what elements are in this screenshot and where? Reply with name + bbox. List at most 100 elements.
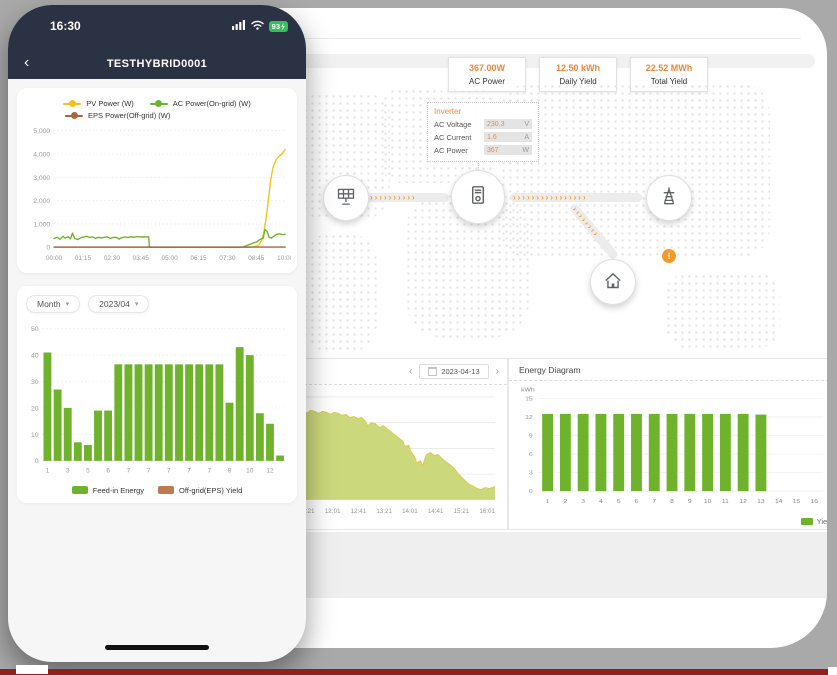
- screen-edge-artifact: [16, 665, 48, 674]
- legend-item-eps-power[interactable]: EPS Power(Off-grid) (W): [65, 111, 170, 120]
- stat-label: AC Power: [468, 77, 505, 86]
- wifi-icon: [250, 17, 264, 35]
- svg-text:16:01: 16:01: [479, 508, 495, 515]
- svg-text:01:15: 01:15: [75, 255, 92, 262]
- svg-text:kWh: kWh: [521, 387, 535, 393]
- period-dropdown[interactable]: Month ▾: [26, 294, 81, 313]
- phone-mockup: 16:30 93 ‹ TESTHYBRID000: [8, 5, 306, 662]
- grid-tower-node[interactable]: [646, 175, 692, 221]
- daily-chart-panel: ‹ 2023-04-13 › 11:21 12:01 12:41 13:21 14:01…: [288, 358, 508, 530]
- svg-text:1,000: 1,000: [33, 221, 50, 228]
- svg-text:4,000: 4,000: [33, 151, 50, 158]
- svg-text:0: 0: [529, 489, 533, 495]
- cellular-signal-icon: [231, 17, 246, 35]
- svg-text:11:21: 11:21: [299, 508, 315, 515]
- svg-text:6: 6: [106, 467, 110, 474]
- energy-legend-label: Yield: [816, 517, 827, 526]
- ac-power-marker: [149, 100, 168, 107]
- legend-label: AC Power(On-grid) (W): [172, 99, 251, 108]
- legend-item-off-grid[interactable]: Off-grid(EPS) Yield: [158, 486, 242, 495]
- daily-panel-header: ‹ 2023-04-13 ›: [289, 359, 507, 385]
- svg-text:7: 7: [207, 467, 211, 474]
- stat-value: 367.00W: [468, 63, 506, 73]
- screen-edge-artifact: [0, 669, 837, 675]
- back-button[interactable]: ‹: [24, 54, 30, 71]
- date-input[interactable]: 2023-04-13: [419, 364, 489, 379]
- svg-text:5: 5: [86, 467, 90, 474]
- world-map-dots: [665, 273, 780, 348]
- inverter-row-current: AC Current 1.6 A: [434, 132, 532, 142]
- calendar-icon: [428, 367, 438, 376]
- off-grid-swatch: [158, 486, 175, 495]
- svg-text:07:30: 07:30: [219, 255, 236, 262]
- svg-text:14: 14: [775, 498, 783, 504]
- alert-badge[interactable]: !: [662, 249, 676, 263]
- inverter-node[interactable]: [451, 170, 505, 224]
- solar-panel-node[interactable]: [323, 175, 369, 221]
- svg-text:13:21: 13:21: [376, 508, 392, 515]
- legend-item-pv-power[interactable]: PV Power (W): [63, 99, 134, 108]
- svg-text:12: 12: [525, 415, 533, 421]
- svg-text:00:00: 00:00: [46, 255, 63, 262]
- svg-text:12:01: 12:01: [325, 508, 341, 515]
- svg-text:50: 50: [31, 326, 39, 333]
- svg-text:40: 40: [31, 352, 39, 359]
- energy-legend: Yield: [800, 517, 827, 526]
- svg-text:5,000: 5,000: [33, 128, 50, 135]
- svg-text:10: 10: [704, 498, 712, 504]
- home-node[interactable]: [590, 259, 636, 305]
- chart-svg: 11:21 12:01 12:41 13:21 14:01 14:41 15:21 16:01: [298, 396, 495, 515]
- home-indicator[interactable]: [105, 645, 209, 650]
- pv-power-marker: [63, 100, 82, 107]
- svg-text:2: 2: [564, 498, 568, 504]
- device-title: TESTHYBRID0001: [106, 58, 208, 70]
- svg-text:05:00: 05:00: [161, 255, 178, 262]
- date-next-button[interactable]: ›: [495, 365, 499, 377]
- svg-text:7: 7: [187, 467, 191, 474]
- power-chart-card: PV Power (W) AC Power(On-grid) (W) EPS P…: [17, 88, 297, 273]
- date-prev-button[interactable]: ‹: [408, 365, 413, 377]
- svg-text:06:15: 06:15: [190, 255, 207, 262]
- legend-label: EPS Power(Off-grid) (W): [88, 111, 171, 120]
- svg-text:0: 0: [46, 245, 50, 252]
- inverter-icon: [466, 183, 490, 212]
- svg-text:08:45: 08:45: [248, 255, 265, 262]
- svg-text:13: 13: [757, 498, 765, 504]
- legend-item-feed-in[interactable]: Feed-in Energy: [71, 485, 145, 495]
- svg-text:12: 12: [266, 467, 274, 474]
- svg-text:1: 1: [546, 498, 550, 504]
- stat-label: Total Yield: [650, 77, 688, 86]
- inverter-row-voltage: AC Voltage 230.3 V: [434, 119, 532, 129]
- svg-text:3: 3: [529, 470, 533, 476]
- legend-label: Feed-in Energy: [92, 485, 145, 495]
- world-map-dots: [302, 233, 377, 353]
- svg-text:7: 7: [167, 467, 171, 474]
- svg-text:7: 7: [147, 467, 151, 474]
- svg-text:4: 4: [599, 498, 603, 504]
- svg-text:2,000: 2,000: [33, 198, 50, 205]
- energy-bar-chart: kWh 0 3 6 9 12 15 1 2 3 4 5 6 7 8 9 10 11 12 13 14 15 16: [515, 385, 827, 513]
- power-line-chart: 0 1,000 2,000 3,000 4,000 5,000 00:00 01:15 02:3…: [33, 128, 291, 262]
- inverter-row-power: AC Power 367 W: [434, 145, 532, 155]
- svg-text:7: 7: [127, 467, 131, 474]
- legend-label: PV Power (W): [86, 99, 134, 108]
- svg-text:3: 3: [581, 498, 585, 504]
- status-bar: 16:30 93: [8, 5, 306, 35]
- screen-edge-artifact: [828, 667, 837, 675]
- monthly-chart-card: Month ▾ 2023/04 ▾ 0 10 20 30 40 50 1 3 5 6 7 7 7 7 7 8 10 1…: [17, 285, 297, 503]
- battery-icon: 93: [268, 20, 288, 32]
- svg-text:8: 8: [228, 467, 232, 474]
- svg-text:20: 20: [31, 405, 39, 412]
- legend-item-ac-power[interactable]: AC Power(On-grid) (W): [149, 99, 251, 108]
- tooltip-connector: [478, 158, 479, 170]
- month-dropdown[interactable]: 2023/04 ▾: [88, 294, 150, 313]
- stat-ac-power: 367.00W AC Power: [448, 57, 526, 92]
- svg-text:7: 7: [652, 498, 656, 504]
- date-value: 2023-04-13: [441, 367, 480, 376]
- phone-top-bar: 16:30 93 ‹ TESTHYBRID000: [8, 5, 306, 79]
- eps-power-marker: [65, 112, 83, 119]
- solar-panel-icon: [335, 185, 357, 212]
- svg-text:3,000: 3,000: [33, 175, 50, 182]
- svg-text:03:45: 03:45: [133, 255, 150, 262]
- svg-text:9: 9: [529, 433, 533, 439]
